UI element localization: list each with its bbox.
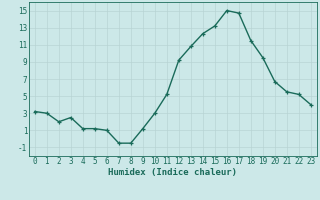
X-axis label: Humidex (Indice chaleur): Humidex (Indice chaleur) (108, 168, 237, 177)
